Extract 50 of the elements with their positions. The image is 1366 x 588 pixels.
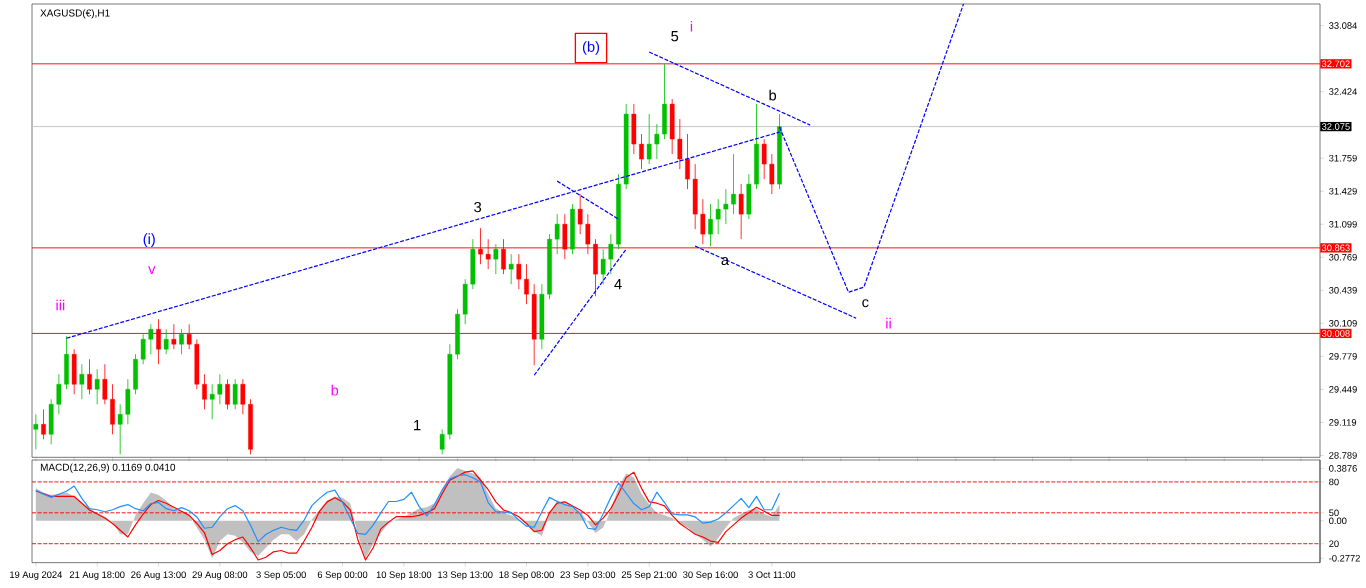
y-tick-label: 33.084: [1329, 22, 1357, 29]
annotation: (i): [143, 233, 155, 247]
y2-tick-label: 50: [1329, 509, 1339, 517]
annotation: 1: [414, 420, 421, 431]
annotation: (b): [582, 41, 600, 55]
y2-tick-label: 80: [1329, 478, 1339, 486]
x-tick-label: 30 Sep 16:00: [683, 571, 738, 580]
ref-line-label: 32.702: [1321, 60, 1350, 68]
x-tick-label: 26 Aug 13:00: [131, 571, 186, 580]
y-tick-label: -0.2772: [1329, 554, 1360, 562]
x-tick-label: 10 Sep 18:00: [376, 571, 432, 580]
annotation: b: [769, 89, 777, 101]
ref-line-label: 32.075: [1321, 123, 1350, 130]
annotation: 4: [614, 279, 622, 290]
y-tick-label: 29.779: [1329, 353, 1357, 360]
y-tick-label: 28.789: [1329, 452, 1357, 459]
y-tick-label: 31.429: [1329, 187, 1357, 195]
y-tick-label: 0.00: [1329, 517, 1347, 525]
x-tick-label: 23 Sep 03:00: [560, 571, 616, 580]
x-tick-label: 21 Aug 18:00: [69, 571, 125, 580]
y-tick-label: 30.109: [1329, 320, 1357, 327]
x-tick-label: 19 Aug 2024: [10, 571, 63, 580]
annotation: b: [331, 384, 339, 396]
annotation: 5: [671, 31, 679, 42]
y-tick-label: 0.3876: [1329, 465, 1357, 472]
annotation: 3: [474, 201, 482, 213]
annotation: a: [721, 257, 730, 266]
x-tick-label: 25 Sep 21:00: [621, 571, 677, 580]
ref-line-label: 30.863: [1321, 244, 1350, 252]
annotation: ii: [886, 317, 891, 329]
chart-title: XAGUSD(€),H1: [40, 9, 110, 19]
annotation: v: [148, 266, 156, 274]
x-tick-label: 3 Sep 05:00: [256, 571, 306, 580]
annotation: i: [690, 20, 693, 32]
y-tick-label: 31.099: [1329, 220, 1357, 228]
y-tick-label: 31.759: [1329, 154, 1357, 162]
x-tick-label: 6 Sep 00:00: [317, 571, 368, 580]
y-tick-label: 30.439: [1329, 287, 1357, 294]
x-tick-label: 29 Aug 08:00: [192, 571, 248, 580]
x-tick-label: 3 Oct 11:00: [748, 571, 796, 578]
y-tick-label: 32.424: [1329, 88, 1357, 95]
annotation: c: [862, 299, 869, 308]
y2-tick-label: 20: [1329, 540, 1339, 547]
y-tick-label: 29.449: [1329, 386, 1357, 393]
x-tick-label: 18 Sep 08:00: [499, 571, 554, 580]
ref-line-label: 30.008: [1321, 330, 1350, 337]
annotation: iii: [56, 299, 65, 311]
x-tick-label: 13 Sep 13:00: [438, 571, 493, 580]
y-tick-label: 29.119: [1329, 419, 1357, 426]
y-tick-label: 30.769: [1329, 253, 1357, 261]
